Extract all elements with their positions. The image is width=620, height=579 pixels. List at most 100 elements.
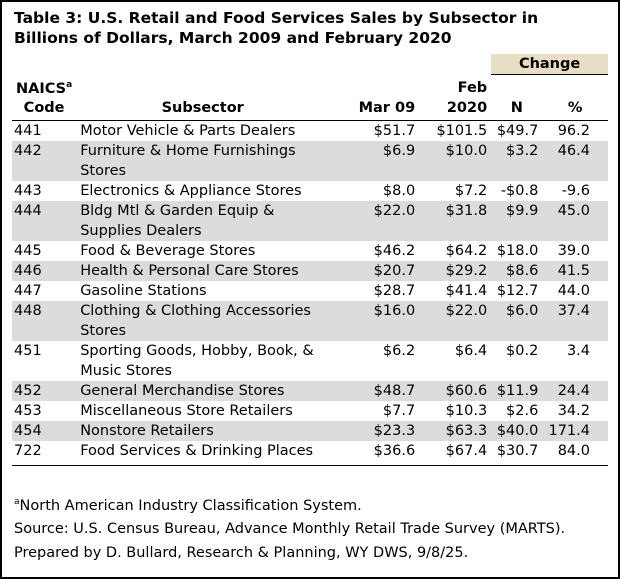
change-n: $49.7 [496,123,539,140]
change-pct: 96.2 [557,123,590,140]
feb: $64.2 [445,243,488,260]
feb: $60.6 [419,381,492,402]
row: 451 Sporting Goods, Hobby, Book, & Music … [12,341,608,381]
text: North American Industry Classification S… [19,497,362,514]
subsector: General Merchandise Stores [76,381,330,402]
code: 448 [12,301,77,342]
code: 452 [12,381,77,402]
code: 451 [14,343,42,360]
row: 722 Food Services & Drinking Places $36.6 $… [12,441,608,467]
code: 442 [12,141,77,182]
subsector: Furniture & Home Furnishings Stores [76,141,330,182]
change-pct: 34.2 [557,403,590,420]
footnote: aNorth American Industry Classification … [14,491,565,518]
feb: $10.0 [419,141,492,182]
feb: $7.2 [454,183,488,200]
change-n: $9.9 [491,201,543,242]
change-n: $18.0 [496,243,539,260]
mar: $6.2 [382,343,416,360]
change-n: $11.9 [491,381,543,402]
subsector: Gasoline Stations [80,283,207,300]
feb: $41.4 [445,283,488,300]
feb: $31.8 [419,201,492,242]
change-n: $40.0 [491,421,543,442]
code-header: NAICSa Code [12,74,77,122]
mar: $6.9 [329,141,420,182]
feb: $63.3 [419,421,492,442]
source: Source: U.S. Census Bureau, Advance Mont… [14,521,566,538]
mar: $23.3 [329,421,420,442]
feb: $6.4 [454,343,488,360]
change-pct: 39.0 [557,243,590,260]
change-n: $8.6 [491,261,543,282]
feb-header: Feb 2020 [419,74,492,122]
row: 447 Gasoline Stations $28.7 $41.4 $12.7 44.0 [12,281,608,301]
subsector: Food Services & Drinking Places [76,441,330,467]
change-n: $12.7 [496,283,539,300]
code: 722 [12,441,77,467]
row: 448 Clothing & Clothing Accessories Store… [12,301,608,342]
subsector: Sporting Goods, Hobby, Book, & Music Sto… [80,343,314,380]
subsector: Electronics & Appliance Stores [80,183,302,200]
row: 454 Nonstore Retailers $23.3 $63.3 $40.0 171.… [12,421,608,442]
sup: a [66,79,73,90]
change-pct: 46.4 [542,141,608,182]
code: 444 [12,201,77,242]
mar: $22.0 [329,201,420,242]
mar: $46.2 [373,243,416,260]
table-body: 441 Motor Vehicle & Parts Dealers $51.7 $10… [12,121,608,467]
sup: a [14,497,20,507]
change-pct: 45.0 [542,201,608,242]
subsector-header: Subsector [76,74,330,122]
code: 453 [14,403,42,420]
mar-header: Mar 09 [329,74,420,122]
code: 441 [14,123,42,140]
change-header: Change [491,54,608,75]
row: 443 Electronics & Appliance Stores $8.0 $7.… [12,181,608,201]
prepared: Prepared by D. Bullard, Research & Plann… [14,544,469,561]
change-n: $6.0 [491,301,543,342]
feb: $67.4 [419,441,492,467]
mar: $51.7 [373,123,416,140]
code: 454 [12,421,77,442]
spacer [12,54,491,75]
change-pct: 37.4 [542,301,608,342]
row: 441 Motor Vehicle & Parts Dealers $51.7 $10… [12,121,608,142]
change-pct: 24.4 [542,381,608,402]
subsector: Miscellaneous Store Retailers [80,403,293,420]
row: 442 Furniture & Home Furnishings Stores $6… [12,141,608,182]
subsector: Clothing & Clothing Accessories Stores [76,301,330,342]
mar: $20.7 [329,261,420,282]
code: 443 [14,183,42,200]
change-n: $3.2 [491,141,543,182]
subsector: Bldg Mtl & Garden Equip & Supplies Deale… [76,201,330,242]
mar: $16.0 [329,301,420,342]
feb: $101.5 [436,123,488,140]
mar: $36.6 [329,441,420,467]
row: 446 Health & Personal Care Stores $20.7 $29… [12,261,608,282]
change-pct: -9.6 [561,183,590,200]
code: 447 [14,283,42,300]
change-pct: 84.0 [542,441,608,467]
title: Table 3: U.S. Retail and Food Services S… [14,9,539,47]
row: 444 Bldg Mtl & Garden Equip & Supplies De… [12,201,608,242]
footnotes: aNorth American Industry Classification … [14,491,565,565]
row: 452 General Merchandise Stores $48.7 $60.6 $… [12,381,608,402]
change-pct: 3.4 [566,343,590,360]
change-n: $0.2 [506,343,539,360]
text: Code [23,100,65,117]
row: 445 Food & Beverage Stores $46.2 $64.2 $18.0… [12,241,608,261]
mar: $28.7 [373,283,416,300]
row: 453 Miscellaneous Store Retailers $7.7 $10.… [12,401,608,421]
feb: $29.2 [419,261,492,282]
change-pct: 44.0 [557,283,590,300]
subsector: Nonstore Retailers [76,421,330,442]
pct-header: % [542,74,608,122]
table: Change NAICSa Code Subsector Mar 09 Feb 2… [12,54,608,467]
feb: $22.0 [419,301,492,342]
n-header: N [491,74,543,122]
subsector: Health & Personal Care Stores [76,261,330,282]
feb: $10.3 [445,403,488,420]
change-pct: 171.4 [542,421,608,442]
